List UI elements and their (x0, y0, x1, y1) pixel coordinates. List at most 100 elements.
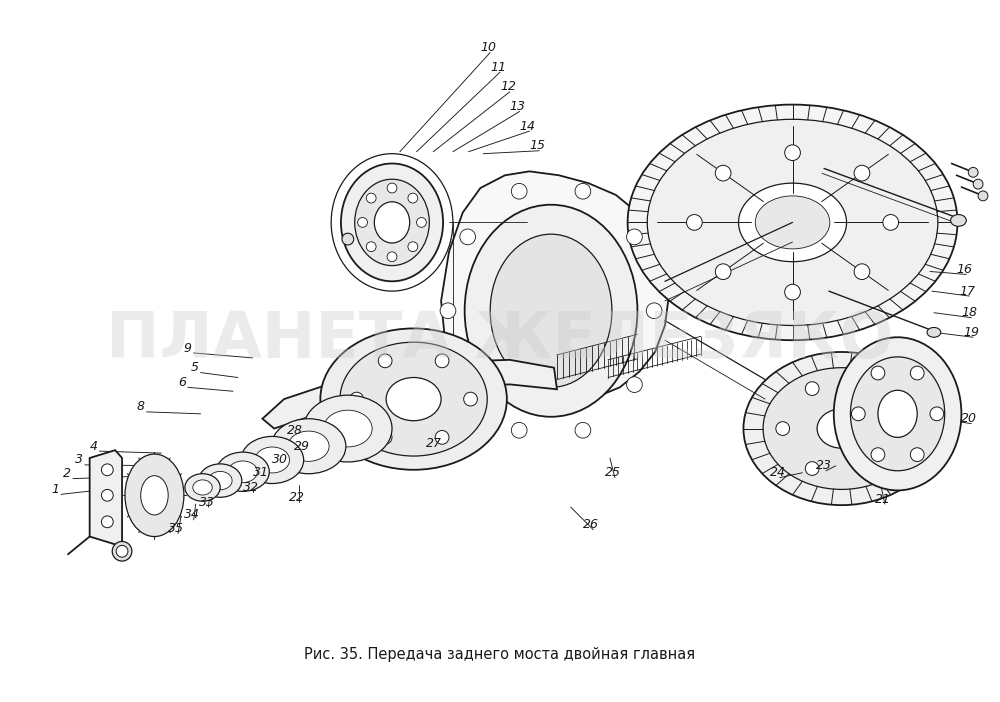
Text: 27: 27 (426, 437, 442, 450)
Circle shape (715, 264, 731, 279)
Ellipse shape (141, 476, 168, 515)
Ellipse shape (739, 183, 847, 262)
Circle shape (646, 303, 662, 319)
Ellipse shape (199, 464, 242, 497)
Circle shape (575, 423, 591, 438)
Text: 21: 21 (875, 493, 891, 505)
Ellipse shape (850, 357, 945, 471)
Circle shape (511, 183, 527, 199)
Ellipse shape (763, 368, 920, 489)
Text: 24: 24 (770, 466, 786, 479)
Ellipse shape (355, 179, 429, 265)
Text: 30: 30 (272, 453, 288, 466)
Text: 14: 14 (520, 120, 536, 133)
Text: 28: 28 (287, 424, 303, 437)
Ellipse shape (386, 378, 441, 420)
Text: 16: 16 (956, 263, 972, 276)
Circle shape (805, 462, 819, 475)
Circle shape (378, 430, 392, 444)
Circle shape (408, 241, 418, 251)
Circle shape (871, 366, 885, 380)
Circle shape (435, 430, 449, 444)
Ellipse shape (647, 119, 938, 326)
Ellipse shape (374, 201, 410, 243)
Circle shape (854, 264, 870, 279)
Text: 2: 2 (63, 468, 71, 480)
Text: 23: 23 (816, 459, 832, 472)
Text: 34: 34 (184, 508, 200, 522)
Circle shape (910, 448, 924, 461)
Text: 8: 8 (137, 400, 145, 413)
Circle shape (101, 516, 113, 528)
Text: 25: 25 (605, 466, 621, 479)
Ellipse shape (241, 437, 304, 484)
Circle shape (366, 193, 376, 203)
Circle shape (894, 422, 907, 435)
Ellipse shape (185, 474, 220, 501)
Circle shape (627, 229, 642, 245)
Circle shape (101, 489, 113, 501)
Ellipse shape (927, 327, 941, 337)
Circle shape (687, 215, 702, 230)
Text: 5: 5 (191, 362, 199, 374)
Ellipse shape (465, 205, 637, 417)
Text: 6: 6 (178, 376, 186, 389)
Ellipse shape (340, 342, 487, 456)
Text: 13: 13 (510, 100, 526, 113)
Text: 10: 10 (480, 41, 496, 54)
Polygon shape (441, 171, 669, 401)
Ellipse shape (208, 472, 232, 490)
Text: 17: 17 (959, 284, 975, 298)
Circle shape (358, 218, 367, 227)
Text: 22: 22 (289, 491, 305, 504)
Text: 11: 11 (490, 61, 506, 74)
Text: ПЛАНЕТА ЖЕЛЕЗЯКО: ПЛАНЕТА ЖЕЛЕЗЯКО (106, 309, 894, 371)
Circle shape (910, 366, 924, 380)
Ellipse shape (951, 215, 966, 226)
Text: 35: 35 (168, 522, 184, 535)
Circle shape (440, 303, 456, 319)
Circle shape (864, 382, 878, 395)
Circle shape (464, 392, 477, 406)
Circle shape (883, 215, 899, 230)
Text: 26: 26 (583, 518, 599, 531)
Text: Рис. 35. Передача заднего моста двойная главная: Рис. 35. Передача заднего моста двойная … (304, 647, 696, 662)
Ellipse shape (743, 352, 940, 505)
Circle shape (417, 218, 426, 227)
Ellipse shape (341, 164, 443, 282)
Ellipse shape (193, 480, 212, 495)
Circle shape (408, 193, 418, 203)
Circle shape (805, 382, 819, 395)
Circle shape (342, 233, 354, 245)
Text: 3: 3 (75, 453, 83, 466)
Polygon shape (262, 360, 557, 428)
Circle shape (101, 464, 113, 476)
Circle shape (387, 183, 397, 193)
Circle shape (930, 407, 944, 420)
Ellipse shape (288, 431, 329, 461)
Circle shape (378, 354, 392, 368)
Circle shape (112, 541, 132, 561)
Circle shape (116, 545, 128, 557)
Ellipse shape (320, 329, 507, 470)
Text: 15: 15 (529, 139, 545, 152)
Circle shape (854, 165, 870, 181)
Circle shape (785, 145, 800, 161)
Text: 9: 9 (184, 342, 192, 355)
Circle shape (715, 165, 731, 181)
Ellipse shape (304, 395, 392, 462)
Circle shape (387, 252, 397, 262)
Polygon shape (90, 450, 122, 544)
Ellipse shape (324, 410, 372, 447)
Text: 29: 29 (294, 439, 310, 453)
Ellipse shape (834, 337, 961, 491)
Circle shape (978, 191, 988, 201)
Circle shape (511, 423, 527, 438)
Text: 1: 1 (51, 483, 59, 496)
Ellipse shape (755, 196, 830, 249)
Circle shape (460, 229, 476, 245)
Text: 32: 32 (243, 481, 259, 494)
Circle shape (968, 167, 978, 177)
Ellipse shape (216, 452, 269, 491)
Ellipse shape (817, 409, 866, 448)
